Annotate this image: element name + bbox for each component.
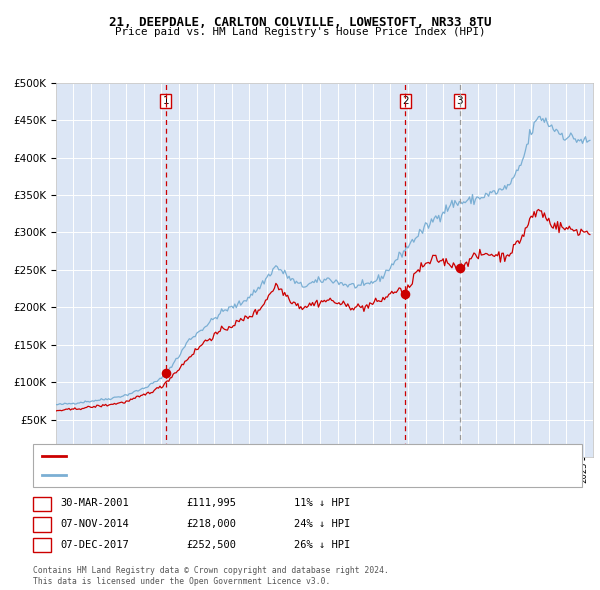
Text: £111,995: £111,995 bbox=[186, 499, 236, 508]
Point bbox=[400, 289, 410, 299]
Text: Price paid vs. HM Land Registry's House Price Index (HPI): Price paid vs. HM Land Registry's House … bbox=[115, 27, 485, 37]
Text: 3: 3 bbox=[456, 96, 463, 106]
Text: 24% ↓ HPI: 24% ↓ HPI bbox=[294, 519, 350, 529]
Text: HPI: Average price, detached house, East Suffolk: HPI: Average price, detached house, East… bbox=[70, 470, 346, 479]
Text: 1: 1 bbox=[163, 96, 169, 106]
Text: 11% ↓ HPI: 11% ↓ HPI bbox=[294, 499, 350, 508]
Text: 1: 1 bbox=[39, 499, 45, 508]
Text: 2: 2 bbox=[39, 519, 45, 529]
Text: 07-NOV-2014: 07-NOV-2014 bbox=[60, 519, 129, 529]
Text: 2: 2 bbox=[402, 96, 409, 106]
Text: 3: 3 bbox=[39, 540, 45, 549]
Text: £218,000: £218,000 bbox=[186, 519, 236, 529]
Point bbox=[455, 263, 464, 273]
Text: £252,500: £252,500 bbox=[186, 540, 236, 549]
Point bbox=[161, 369, 170, 378]
Text: 30-MAR-2001: 30-MAR-2001 bbox=[60, 499, 129, 508]
Text: 21, DEEPDALE, CARLTON COLVILLE, LOWESTOFT, NR33 8TU: 21, DEEPDALE, CARLTON COLVILLE, LOWESTOF… bbox=[109, 16, 491, 29]
Text: 07-DEC-2017: 07-DEC-2017 bbox=[60, 540, 129, 549]
Text: This data is licensed under the Open Government Licence v3.0.: This data is licensed under the Open Gov… bbox=[33, 577, 331, 586]
Text: 26% ↓ HPI: 26% ↓ HPI bbox=[294, 540, 350, 549]
Text: Contains HM Land Registry data © Crown copyright and database right 2024.: Contains HM Land Registry data © Crown c… bbox=[33, 566, 389, 575]
Text: 21, DEEPDALE, CARLTON COLVILLE, LOWESTOFT, NR33 8TU (detached house): 21, DEEPDALE, CARLTON COLVILLE, LOWESTOF… bbox=[70, 452, 461, 461]
